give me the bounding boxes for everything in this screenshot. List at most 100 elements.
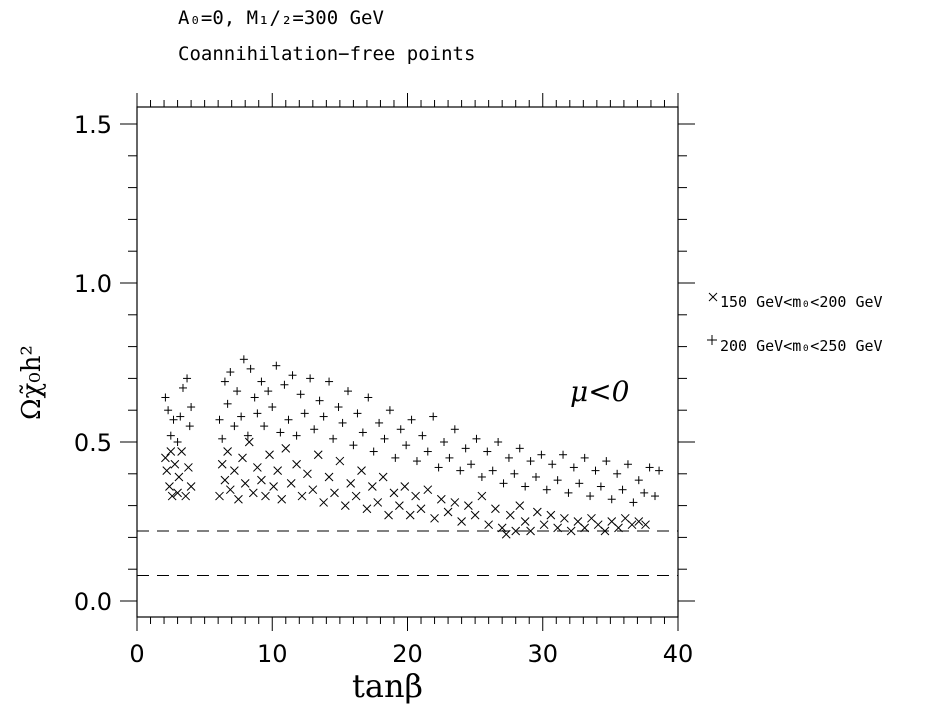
x-marker-point [244, 437, 254, 447]
plus-marker-point [284, 415, 293, 424]
plus-marker-point [494, 438, 503, 446]
plus-marker-point [169, 415, 178, 424]
x-marker-point [253, 463, 262, 472]
plus-marker-point [166, 431, 175, 440]
x-marker-point [162, 466, 172, 475]
plus-marker-point [456, 466, 465, 475]
x-marker-point [405, 510, 415, 520]
plus-marker-point [260, 422, 269, 431]
plus-marker-point [553, 476, 562, 485]
x-marker-point [505, 510, 515, 520]
plus-marker-point [358, 428, 367, 437]
x-marker-point [362, 504, 372, 514]
plus-marker-point [569, 463, 578, 472]
plus-marker-point [268, 403, 277, 412]
reference-lines [137, 530, 678, 577]
y-tick-label: 0.5 [74, 429, 112, 457]
plus-marker-point [618, 485, 627, 494]
plus-marker-point [580, 453, 589, 462]
x-marker-point [457, 517, 466, 526]
plus-marker-point [215, 415, 224, 424]
x-marker-point [520, 517, 530, 526]
plus-marker-point [353, 409, 362, 418]
plus-marker-point [602, 457, 611, 466]
x-marker-point [634, 517, 644, 526]
plus-marker-point [629, 498, 638, 507]
x-marker-point [423, 485, 433, 495]
plus-marker-point [329, 434, 338, 443]
x-marker-point [532, 507, 542, 517]
x-marker-point [515, 501, 525, 510]
plus-marker-point [183, 374, 192, 383]
x-marker-point [261, 491, 270, 501]
plus-marker-point [230, 422, 239, 431]
plus-marker-point [412, 457, 421, 466]
x-marker-point [539, 520, 549, 530]
plus-marker-point [445, 453, 454, 462]
x-marker-point [248, 488, 258, 498]
plus-marker-point [226, 368, 235, 377]
x-marker-point [308, 485, 318, 495]
plus-marker-point [526, 457, 535, 466]
plus-marker-point [623, 460, 632, 469]
x-marker-point [324, 472, 334, 482]
x-marker-point [351, 491, 361, 501]
x-marker-point [443, 507, 453, 517]
plus-marker-point [176, 412, 185, 421]
x-tick-label: 40 [663, 640, 694, 668]
plus-marker-point [488, 466, 497, 475]
plus-marker-point [477, 472, 486, 481]
plus-marker-point [315, 396, 324, 405]
x-marker-point [161, 453, 170, 463]
plus-marker-point [185, 422, 194, 431]
plus-marker-point [218, 434, 227, 443]
plus-marker-point [220, 377, 229, 386]
plus-marker-point [272, 361, 281, 370]
plus-marker-point [288, 371, 297, 380]
plus-marker-point [364, 393, 373, 402]
x-marker-point [173, 488, 182, 498]
x-marker-point [546, 510, 556, 520]
x-tick-label: 0 [129, 640, 144, 668]
tick-labels: 0 10 20 30 40 0.0 0.5 1.0 1.5 [74, 111, 693, 668]
plus-marker-point [548, 460, 557, 469]
x-marker-point [511, 526, 521, 536]
x-marker-point [641, 520, 650, 530]
plus-marker-point [246, 364, 255, 373]
x-marker-point [614, 523, 623, 533]
plus-marker-point [510, 469, 519, 478]
plus-marker-point [380, 434, 389, 443]
x-marker-point [477, 491, 487, 501]
x-marker-point [464, 501, 473, 510]
mu-annotation: μ<0 [570, 375, 629, 408]
plus-marker-point [369, 447, 378, 456]
plus-marker-point [402, 441, 411, 450]
x-marker-point [281, 444, 291, 453]
plus-marker-point [586, 492, 595, 501]
x-marker-point [395, 501, 404, 510]
plus-marker-point [575, 479, 584, 488]
legend-marker-x [708, 292, 718, 302]
legend: 150 GeV<m₀<200 GeV 200 GeV<m₀<250 GeV [707, 292, 883, 355]
x-marker-point [174, 472, 184, 482]
plus-marker-point [467, 460, 476, 469]
plus-marker-point [276, 428, 285, 437]
x-marker-point [292, 459, 301, 469]
plus-marker-point [292, 431, 301, 440]
plus-marker-point [591, 466, 600, 475]
plus-marker-point [651, 492, 660, 501]
plus-marker-point [264, 387, 273, 396]
plus-marker-point [429, 412, 438, 421]
x-tick-label: 10 [257, 640, 288, 668]
plus-marker-point [349, 441, 358, 450]
plus-marker-point [613, 469, 622, 478]
plus-marker-point [423, 447, 432, 456]
plus-marker-point [418, 431, 427, 440]
plus-marker-point [499, 479, 508, 488]
legend-label-series-1: 150 GeV<m₀<200 GeV [720, 293, 883, 311]
x-marker-point [560, 513, 569, 523]
y-tick-label: 1.0 [74, 270, 112, 298]
plus-marker-point [537, 450, 546, 459]
x-marker-point [373, 498, 383, 507]
plus-marker-point [280, 380, 289, 389]
